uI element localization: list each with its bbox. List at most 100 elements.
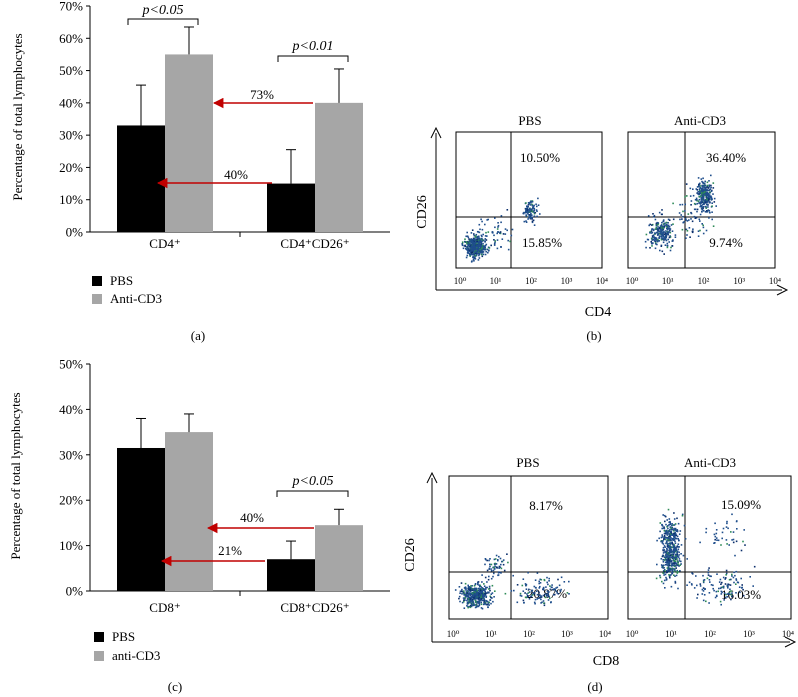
event-dot xyxy=(665,235,667,237)
event-dot xyxy=(473,254,476,256)
event-dot xyxy=(491,592,494,594)
event-dot xyxy=(560,588,562,591)
event-dot xyxy=(672,551,675,553)
event-dot xyxy=(482,253,485,256)
event-dot xyxy=(526,595,529,597)
event-dot xyxy=(702,579,705,582)
event-dot xyxy=(484,563,486,566)
flow-plot-d1-frame xyxy=(448,475,609,620)
event-dot xyxy=(672,562,675,565)
event-dot xyxy=(466,592,468,594)
event-dot xyxy=(684,210,686,212)
event-dot xyxy=(677,563,679,565)
event-dot xyxy=(725,577,727,579)
event-dot xyxy=(736,528,738,530)
event-dot xyxy=(705,527,708,530)
event-dot xyxy=(555,590,558,593)
event-dot xyxy=(670,246,672,249)
event-dot xyxy=(707,189,710,192)
event-dot xyxy=(669,229,671,232)
event-dot xyxy=(522,590,525,592)
y-tick-label: 30% xyxy=(59,447,83,462)
event-dot xyxy=(477,246,479,249)
event-dot xyxy=(668,226,671,228)
event-dot xyxy=(663,224,665,226)
event-dot xyxy=(652,242,654,244)
event-dot xyxy=(528,598,531,600)
y-tick-label: 10% xyxy=(59,192,83,207)
event-dot xyxy=(667,556,670,558)
event-dot xyxy=(473,245,475,248)
event-dot xyxy=(669,545,672,548)
chart-b-ylabel: CD26 xyxy=(415,195,430,228)
event-dot xyxy=(674,540,676,543)
event-dot xyxy=(664,563,667,566)
event-dot xyxy=(547,599,550,601)
event-dot xyxy=(467,244,469,246)
event-dot xyxy=(702,197,705,199)
event-dot xyxy=(532,206,535,208)
event-dot xyxy=(650,232,653,234)
event-dot xyxy=(463,592,465,594)
event-dot xyxy=(465,591,468,593)
event-dot xyxy=(652,216,655,218)
event-dot xyxy=(672,239,674,241)
event-dot xyxy=(559,590,562,592)
event-dot xyxy=(696,186,699,188)
event-dot xyxy=(698,191,700,193)
event-dot xyxy=(665,536,668,539)
event-dot xyxy=(664,515,667,518)
event-dot xyxy=(728,578,731,581)
event-dot xyxy=(463,590,465,592)
event-dot xyxy=(548,595,550,598)
event-dot xyxy=(552,594,555,596)
event-dot xyxy=(710,584,713,586)
event-dot xyxy=(468,242,471,244)
event-dot xyxy=(735,578,737,580)
event-dot xyxy=(676,535,679,538)
event-dot xyxy=(476,601,479,604)
event-dot xyxy=(725,593,727,596)
bar-anti-cd3 xyxy=(315,525,363,591)
event-dot xyxy=(663,537,665,540)
event-dot xyxy=(663,538,665,541)
event-dot xyxy=(464,596,466,599)
event-dot xyxy=(525,202,527,204)
event-dot xyxy=(496,232,498,235)
event-dot xyxy=(672,546,675,548)
event-dot xyxy=(486,600,489,603)
event-dot xyxy=(673,574,675,576)
event-dot xyxy=(526,210,528,213)
event-dot xyxy=(703,202,705,204)
event-dot xyxy=(670,559,672,562)
event-dot xyxy=(480,590,482,593)
event-dot xyxy=(704,211,707,213)
event-dot xyxy=(694,199,697,201)
event-dot xyxy=(550,601,552,604)
event-dot xyxy=(649,231,651,233)
event-dot xyxy=(677,556,680,558)
event-dot xyxy=(662,554,664,557)
event-dot xyxy=(715,529,718,531)
event-dot xyxy=(489,563,491,566)
event-dot xyxy=(477,259,480,261)
event-dot xyxy=(480,250,482,252)
event-dot xyxy=(534,598,537,601)
event-dot xyxy=(500,563,502,566)
event-dot xyxy=(716,539,718,541)
event-dot xyxy=(474,589,477,592)
event-dot xyxy=(471,598,474,601)
event-dot xyxy=(665,224,667,227)
event-dot xyxy=(470,587,472,589)
event-dot xyxy=(467,594,469,597)
event-dot xyxy=(671,245,673,247)
event-dot xyxy=(489,565,491,568)
event-dot xyxy=(488,588,490,590)
event-dot xyxy=(568,593,570,595)
event-dot xyxy=(503,569,506,572)
flow-plot-d2-frame xyxy=(627,475,792,620)
event-dot xyxy=(668,554,670,557)
event-dot xyxy=(666,567,669,569)
event-dot xyxy=(531,203,533,206)
event-dot xyxy=(525,210,527,212)
